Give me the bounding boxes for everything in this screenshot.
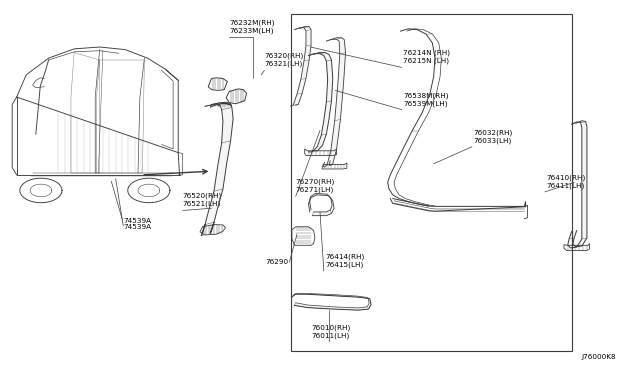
Text: 76290: 76290 [265, 259, 288, 265]
Polygon shape [305, 149, 337, 155]
Text: 76320(RH)
76321(LH): 76320(RH) 76321(LH) [264, 53, 304, 67]
Polygon shape [210, 103, 232, 108]
Polygon shape [323, 38, 346, 167]
Text: 74539A: 74539A [124, 218, 152, 224]
Text: J76000K8: J76000K8 [582, 354, 616, 360]
Text: 76214N (RH)
76215N (LH): 76214N (RH) 76215N (LH) [403, 50, 450, 64]
Text: 76270(RH)
76271(LH): 76270(RH) 76271(LH) [296, 179, 335, 193]
Text: 76410(RH)
76411(LH): 76410(RH) 76411(LH) [546, 174, 586, 189]
Polygon shape [308, 52, 333, 152]
Polygon shape [292, 227, 315, 245]
Text: 76032(RH)
76033(LH): 76032(RH) 76033(LH) [473, 129, 513, 144]
Text: 76232M(RH)
76233M(LH): 76232M(RH) 76233M(LH) [229, 20, 275, 34]
Polygon shape [292, 294, 371, 310]
Polygon shape [201, 102, 233, 235]
Polygon shape [322, 163, 347, 169]
Polygon shape [291, 27, 311, 106]
Text: 74539A: 74539A [124, 224, 152, 230]
Polygon shape [564, 243, 589, 250]
Polygon shape [200, 225, 225, 235]
Bar [291, 14, 572, 351]
Polygon shape [568, 121, 587, 248]
Text: 76414(RH)
76415(LH): 76414(RH) 76415(LH) [325, 254, 364, 268]
Polygon shape [308, 193, 334, 216]
Polygon shape [226, 89, 246, 104]
Text: 76520(RH)
76521(LH): 76520(RH) 76521(LH) [182, 193, 222, 208]
Text: 76010(RH)
76011(LH): 76010(RH) 76011(LH) [311, 325, 350, 339]
Text: 76538M(RH)
76539M(LH): 76538M(RH) 76539M(LH) [403, 92, 449, 107]
Polygon shape [208, 78, 227, 90]
